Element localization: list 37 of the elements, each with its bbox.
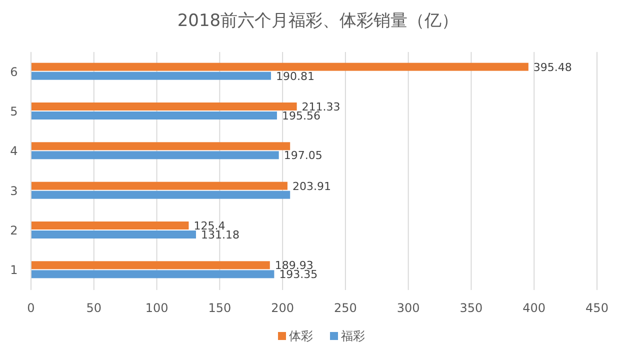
y-tick-label: 5 [10, 104, 18, 118]
legend-label: 体彩 [289, 329, 313, 343]
bar [31, 190, 290, 199]
bar [31, 112, 277, 120]
data-label: 131.18 [200, 228, 240, 242]
data-label: 203.91 [292, 180, 331, 193]
x-tick-label: 400 [522, 301, 546, 315]
bar [31, 72, 271, 80]
bar [31, 230, 196, 238]
chart-title: 2018前六个月福彩、体彩销量（亿） [177, 11, 459, 31]
legend-label: 福彩 [341, 329, 365, 343]
x-tick-label: 350 [460, 301, 483, 315]
y-tick-label: 1 [10, 263, 18, 278]
bar [31, 102, 297, 110]
bar [31, 270, 274, 278]
y-tick-label: 2 [10, 224, 18, 238]
bar [31, 182, 288, 190]
x-tick-label: 250 [334, 301, 357, 315]
x-tick-label: 300 [396, 301, 420, 315]
y-tick-label: 4 [10, 144, 18, 158]
x-tick-label: 100 [145, 301, 168, 315]
data-label: 190.81 [276, 70, 314, 83]
x-tick-label: 200 [271, 301, 294, 315]
bar [31, 142, 290, 150]
y-tick-label: 3 [10, 184, 18, 198]
bar [31, 261, 270, 270]
x-tick-label: 150 [208, 301, 232, 315]
bar [31, 151, 279, 160]
bar [31, 62, 528, 71]
data-label: 197.05 [284, 149, 322, 162]
x-tick-label: 50 [86, 301, 102, 315]
bar [31, 222, 189, 230]
x-tick-label: 450 [586, 301, 608, 315]
y-tick-label: 6 [10, 64, 18, 79]
data-label: 395.48 [533, 60, 572, 74]
x-tick-label: 0 [27, 301, 35, 315]
data-label: 195.56 [282, 110, 320, 122]
